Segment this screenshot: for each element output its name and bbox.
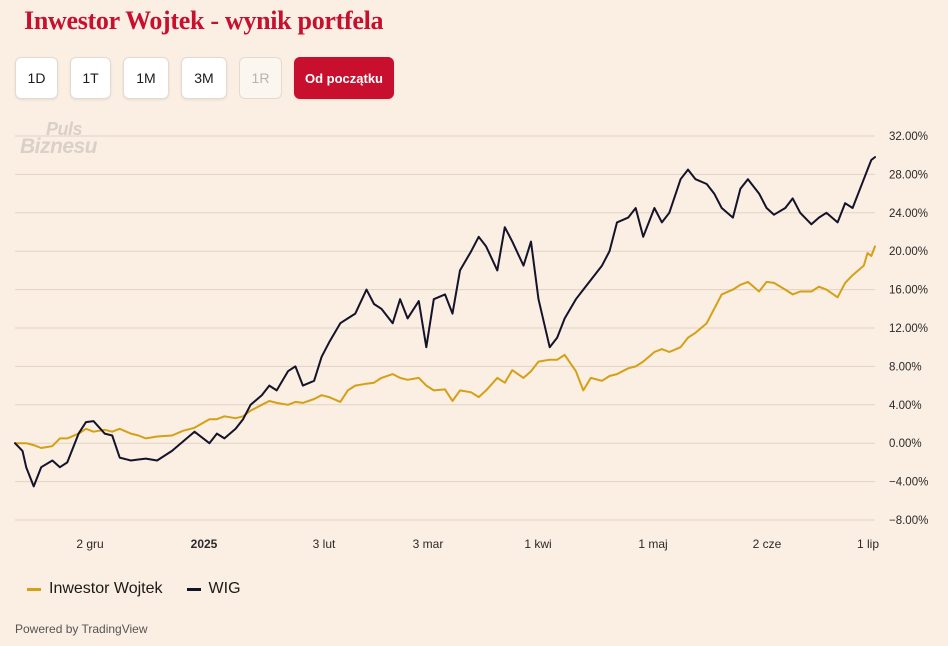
range-button-1t[interactable]: 1T [70,57,111,99]
series-line-wojtek [14,245,876,449]
y-tick-label: 28.00% [889,169,928,181]
y-tick-label: 24.00% [889,208,928,220]
range-button-3m[interactable]: 3M [181,57,227,99]
x-tick-label: 1 maj [638,537,667,551]
x-tick-label: 2025 [191,537,218,551]
watermark-line-2: Biznesu [20,135,98,158]
series-line-wig [14,156,876,488]
range-button-1d[interactable]: 1D [15,57,58,99]
x-tick-label: 2 cze [753,537,782,551]
range-button-1r: 1R [239,57,282,99]
range-selector: 1D 1T 1M 3M 1R Od początku [15,57,394,99]
y-tick-label: 20.00% [889,246,928,258]
range-button-1m[interactable]: 1M [123,57,169,99]
range-button-since-start[interactable]: Od początku [294,57,394,99]
legend-label-wig: WIG [208,580,241,597]
legend-item-wig[interactable]: WIG [186,580,241,598]
y-tick-label: 32.00% [889,131,928,143]
y-tick-label: −8.00% [889,515,928,527]
y-tick-label: 8.00% [889,361,922,373]
legend-swatch-wojtek [27,587,41,591]
legend-swatch-wig [186,587,201,591]
x-tick-label: 3 mar [413,537,444,551]
page-title: Inwestor Wojtek - wynik portfela [24,6,384,35]
y-tick-label: 4.00% [889,400,922,412]
x-tick-label: 1 kwi [524,537,551,551]
y-tick-label: 16.00% [889,285,928,297]
chart-legend: Inwestor Wojtek WIG [27,580,241,598]
x-tick-label: 1 lip [857,537,879,551]
legend-item-wojtek[interactable]: Inwestor Wojtek [27,580,163,598]
legend-label-wojtek: Inwestor Wojtek [49,580,163,597]
watermark-line-1: Puls [46,119,83,139]
powered-by-tradingview[interactable]: Powered by TradingView [15,622,148,636]
x-tick-label: 2 gru [76,537,103,551]
y-tick-label: −4.00% [889,477,928,489]
x-tick-label: 3 lut [313,537,336,551]
puls-biznesu-watermark-logo: Puls Biznesu [20,119,98,158]
y-tick-label: 0.00% [889,438,922,450]
y-tick-label: 12.00% [889,323,928,335]
